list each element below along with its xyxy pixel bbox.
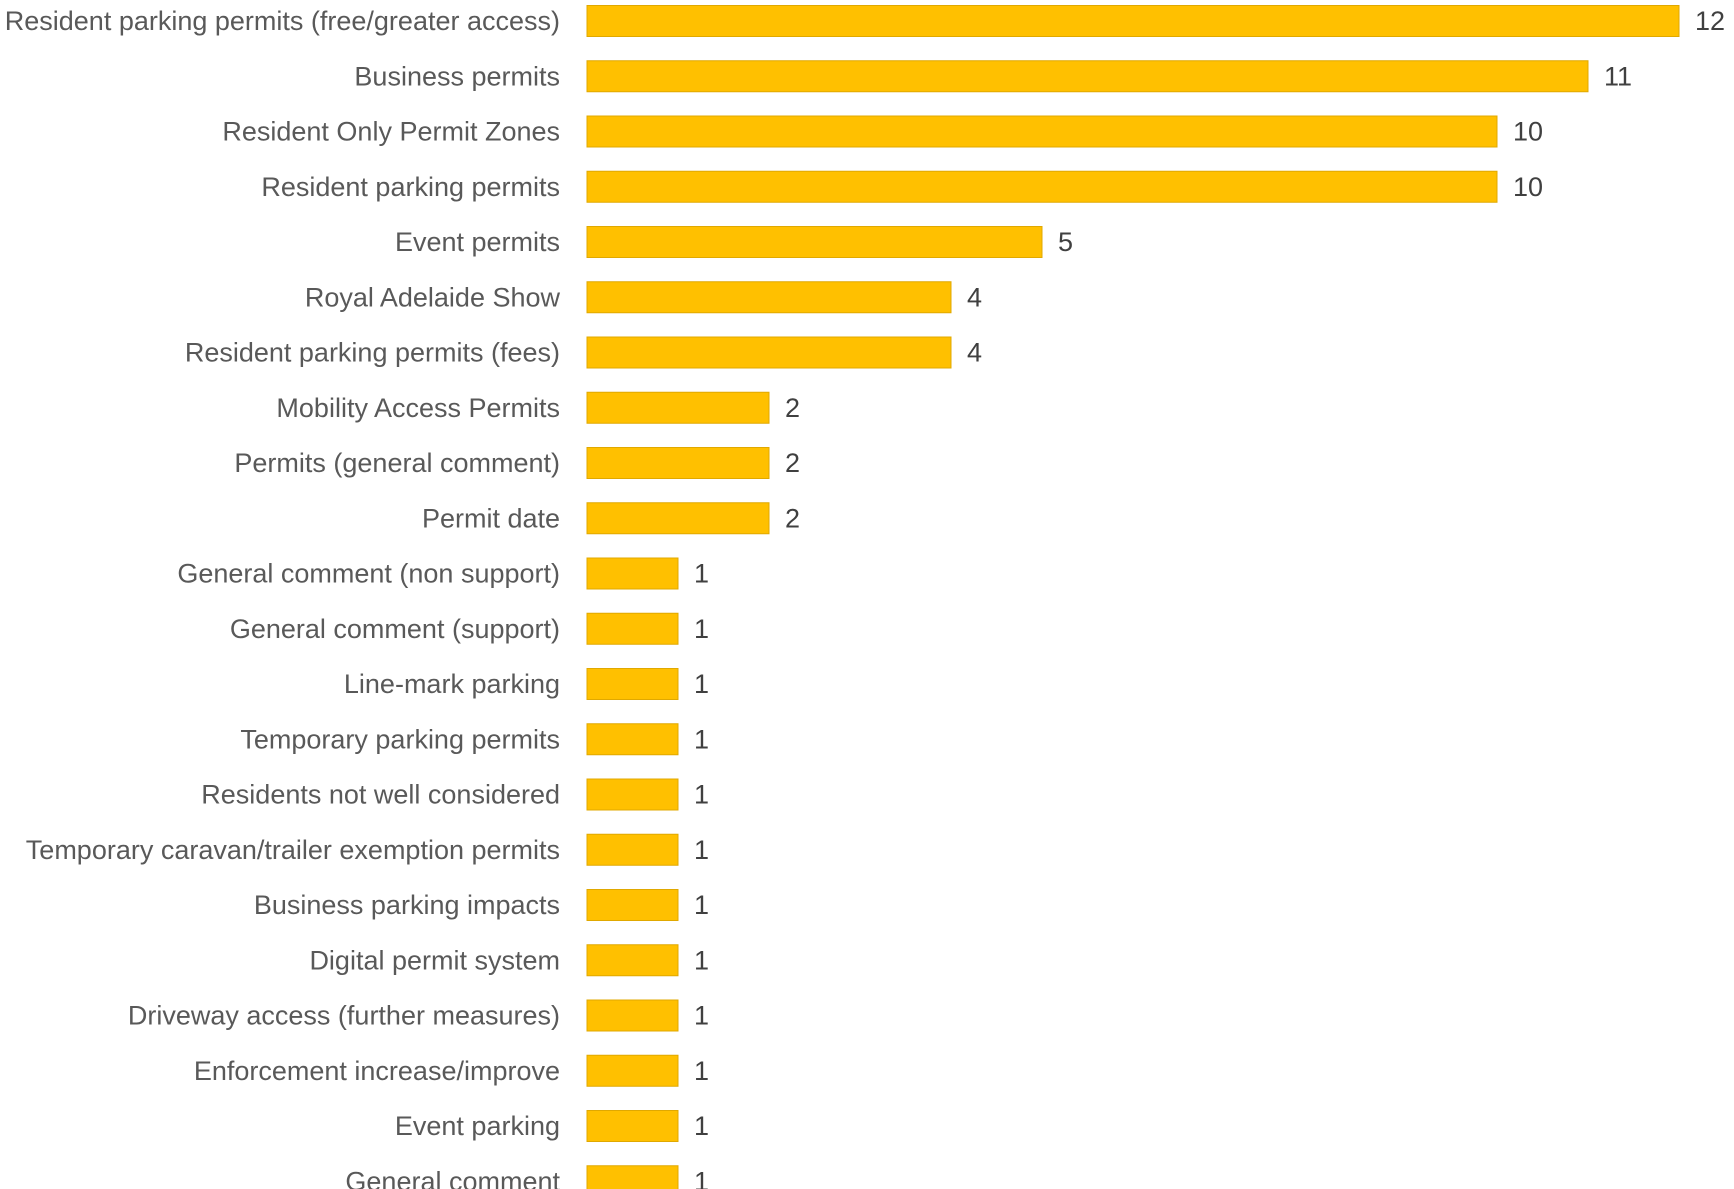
value-label: 4 <box>967 282 982 312</box>
bar <box>586 723 679 756</box>
category-label: Mobility Access Permits <box>276 393 560 423</box>
bar <box>586 889 679 921</box>
category-label: Temporary caravan/trailer exemption perm… <box>26 835 560 865</box>
bars-layer <box>586 5 1680 1189</box>
category-label: Resident parking permits (fees) <box>185 338 560 368</box>
value-label: 11 <box>1604 61 1632 91</box>
bar <box>586 336 952 369</box>
value-label: 4 <box>967 338 982 368</box>
category-label: Driveway access (further measures) <box>128 1001 560 1031</box>
value-label: 1 <box>694 1111 709 1141</box>
bar <box>586 502 770 535</box>
bar <box>586 60 1589 93</box>
bar <box>586 612 679 645</box>
category-label: General comment (non support) <box>177 559 560 589</box>
value-label: 1 <box>694 1056 709 1086</box>
value-label: 10 <box>1513 172 1543 202</box>
bar <box>586 1110 679 1142</box>
category-label: Resident parking permits (free/greater a… <box>5 6 560 36</box>
bar <box>586 1054 679 1087</box>
category-label: Permits (general comment) <box>234 448 560 478</box>
bar <box>586 115 1498 148</box>
value-label: 2 <box>785 448 800 478</box>
category-label: Resident Only Permit Zones <box>222 117 560 147</box>
value-label: 1 <box>694 724 709 754</box>
value-label: 1 <box>694 559 709 589</box>
category-label: Event parking <box>395 1111 560 1141</box>
category-label: General comment <box>345 1166 560 1189</box>
bar <box>586 5 1680 37</box>
bar <box>586 944 679 977</box>
category-label: Business permits <box>354 61 560 91</box>
value-label: 1 <box>694 1001 709 1031</box>
category-label: General comment (support) <box>230 614 560 644</box>
category-label: Temporary parking permits <box>240 724 560 754</box>
bar <box>586 999 679 1032</box>
value-label: 10 <box>1513 117 1543 147</box>
bar <box>586 281 952 314</box>
category-label: Resident parking permits <box>261 172 560 202</box>
category-labels-layer: Resident parking permits (free/greater a… <box>5 6 561 1189</box>
bar <box>586 833 679 866</box>
category-label: Line-mark parking <box>344 669 560 699</box>
category-label: Business parking impacts <box>254 890 560 920</box>
category-label: Enforcement increase/improve <box>194 1056 560 1086</box>
bar <box>586 557 679 590</box>
bar <box>586 391 770 424</box>
bar <box>586 778 679 811</box>
value-label: 5 <box>1058 227 1073 257</box>
value-label: 2 <box>785 393 800 423</box>
bar <box>586 1165 679 1189</box>
bar <box>586 170 1498 203</box>
value-label: 12 <box>1695 6 1725 36</box>
bar <box>586 226 1043 258</box>
value-label: 1 <box>694 1166 709 1189</box>
value-label: 1 <box>694 945 709 975</box>
category-label: Residents not well considered <box>201 780 560 810</box>
category-label: Royal Adelaide Show <box>305 282 561 312</box>
value-label: 2 <box>785 503 800 533</box>
value-label: 1 <box>694 780 709 810</box>
bar <box>586 447 770 479</box>
category-label: Digital permit system <box>309 945 560 975</box>
value-label: 1 <box>694 835 709 865</box>
value-label: 1 <box>694 614 709 644</box>
category-label: Event permits <box>395 227 560 257</box>
value-label: 1 <box>694 890 709 920</box>
category-label: Permit date <box>422 503 560 533</box>
bar <box>586 668 679 700</box>
value-label: 1 <box>694 669 709 699</box>
